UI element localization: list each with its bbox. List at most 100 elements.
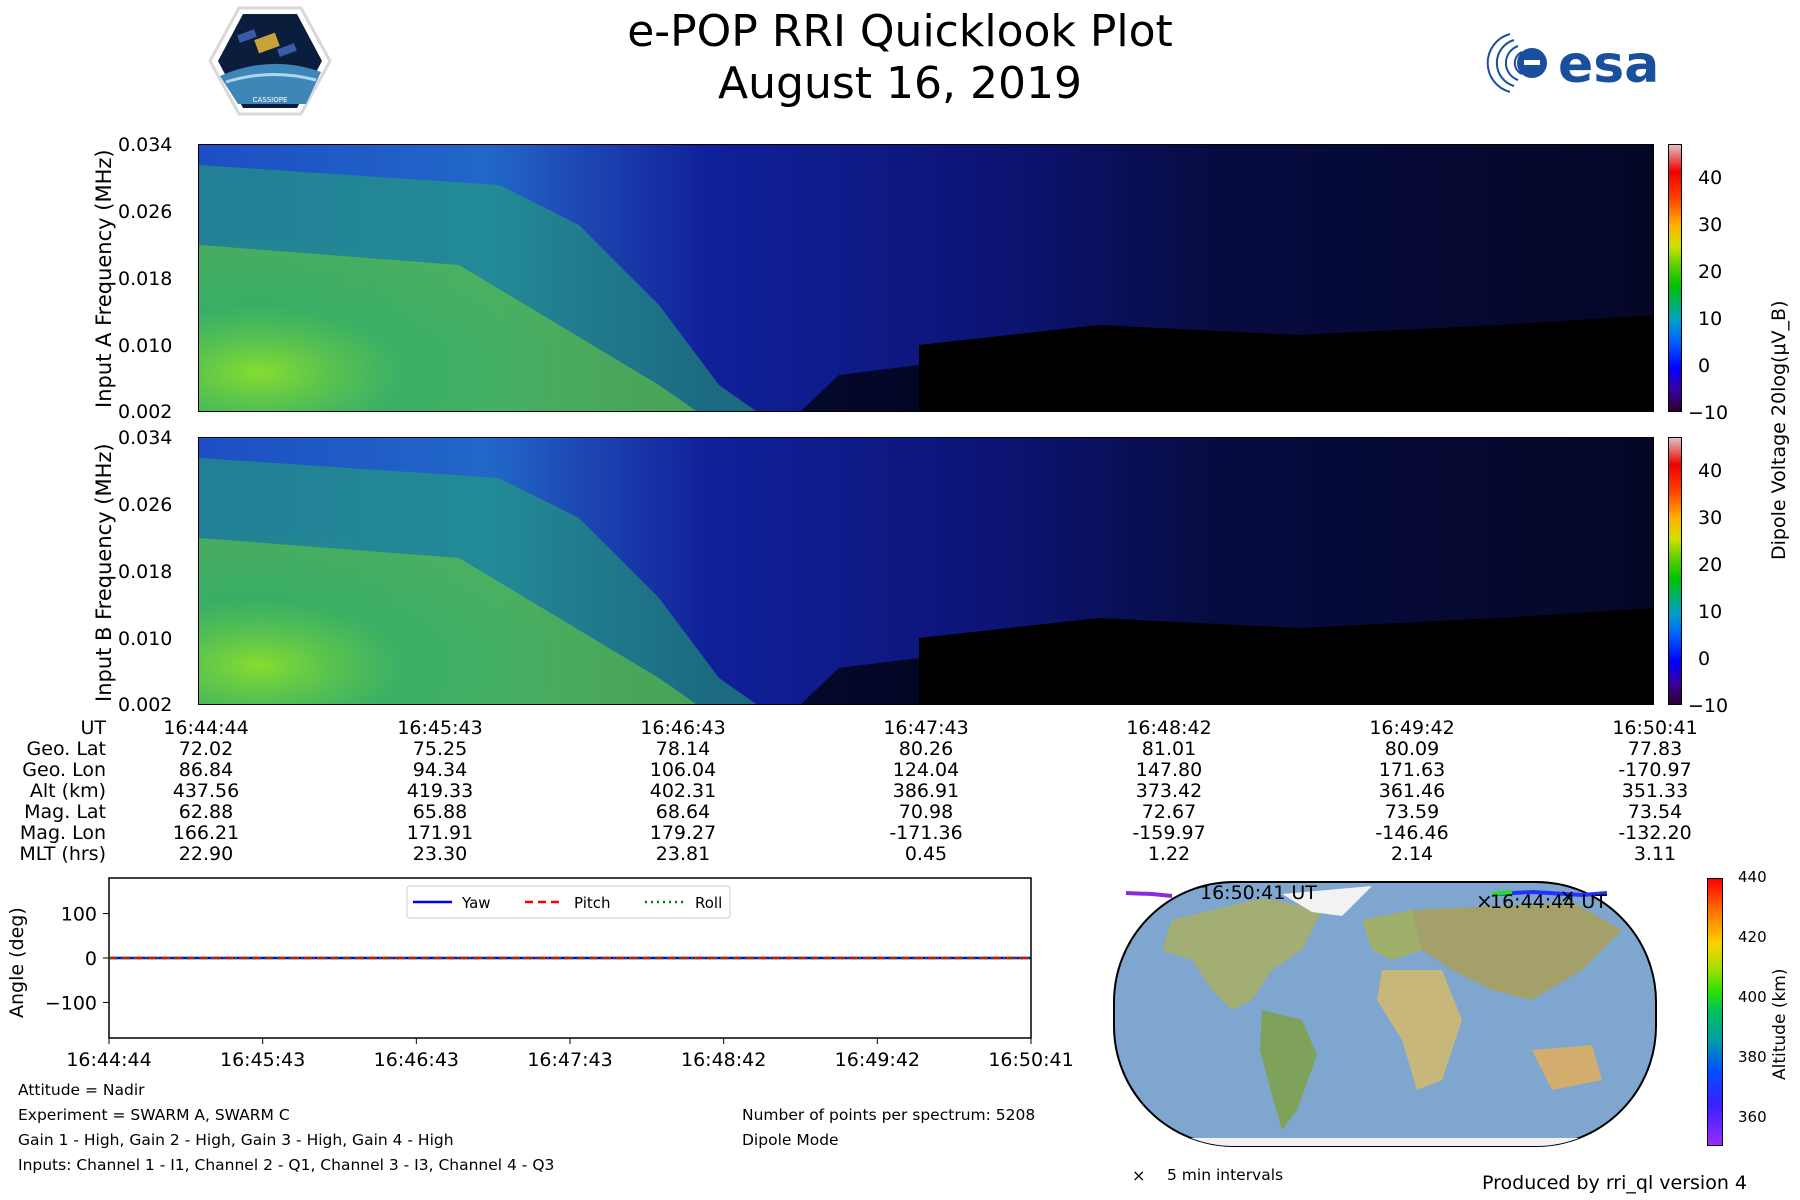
orbit-cell: 81.01 [1141,738,1197,760]
info-mode: Dipole Mode [742,1131,839,1149]
attitude-xtick: 16:47:43 [527,1049,612,1070]
page-date: August 16, 2019 [718,58,1082,109]
world-map: 16:50:41 UT × × 16:44:44 UT [1112,880,1658,1148]
orbit-label-alt: Alt (km) [29,780,106,802]
orbit-cell: 361.46 [1378,780,1446,802]
orbit-label-geo-lat: Geo. Lat [26,738,106,760]
orbit-cell: 16:50:41 [1612,717,1698,739]
attitude-xtick: 16:45:43 [220,1049,305,1070]
spectrogram-a-ylabel: Input A Frequency (MHz) [92,149,116,408]
orbit-cell: 72.02 [178,738,234,760]
orbit-cell: 16:48:42 [1126,717,1212,739]
orbit-column: 16:45:43 75.25 94.34 419.33 65.88 171.91 23.30 [370,718,510,865]
colorbar-b-tick: 40 [1698,460,1723,482]
attitude-legend: Yaw Pitch Roll [406,885,731,919]
info-points: Number of points per spectrum: 5208 [742,1106,1036,1124]
info-experiment: Experiment = SWARM A, SWARM C [18,1106,290,1124]
orbit-column: 16:44:44 72.02 86.84 437.56 62.88 166.21 22.90 [136,718,276,865]
page-title: e-POP RRI Quicklook Plot [627,6,1173,57]
spectrogram-a-ytick: 0.034 [118,134,173,156]
colorbar-label: Dipole Voltage 20log(μV_B) [1768,300,1790,561]
colorbar-a-tick: 20 [1698,261,1723,283]
orbit-cell: 70.98 [898,801,954,823]
cassiope-logo-text: CASSIOPE [253,96,288,104]
altitude-colorbar-label: Altitude (km) [1770,968,1790,1080]
orbit-table-labels: UT Geo. Lat Geo. Lon Alt (km) Mag. Lat M… [0,718,106,865]
orbit-track [1496,889,1608,898]
spectrogram-b [198,437,1654,705]
map-legend: 5 min intervals [1167,1166,1284,1184]
orbit-label-mag-lon: Mag. Lon [19,822,106,844]
orbit-cell: 386.91 [892,780,960,802]
spectrogram-a-ytick: 0.026 [118,201,173,223]
orbit-cell: 23.30 [412,843,468,865]
colorbar-b-tick: 30 [1698,507,1723,529]
attitude-xtick: 16:49:42 [835,1049,920,1070]
attitude-plot: 100 0 −100 16:44:44 16:45:43 16:46:43 16:47:43… [0,870,1090,1071]
info-gain: Gain 1 - High, Gain 2 - High, Gain 3 - H… [18,1131,454,1149]
orbit-cell: 16:45:43 [397,717,483,739]
cassiope-logo: CASSIOPE [208,6,332,116]
altitude-tick: 420 [1738,928,1767,946]
orbit-label-ut: UT [80,717,106,739]
map-legend-marker: × [1132,1166,1146,1185]
spectrogram-b-colorbar [1668,437,1682,705]
orbit-cell: 72.67 [1141,801,1197,823]
orbit-column: 16:47:43 80.26 124.04 386.91 70.98 -171.36 0.4… [856,718,996,865]
orbit-track [1491,890,1513,896]
info-inputs: Inputs: Channel 1 - I1, Channel 2 - Q1, … [18,1156,555,1174]
info-attitude: Attitude = Nadir [18,1081,145,1099]
spectrogram-a-ytick: 0.002 [118,401,173,423]
attitude-xtick: 16:46:43 [374,1049,459,1070]
spectrogram-b-ytick: 0.002 [118,694,173,716]
orbit-cell: 419.33 [406,780,474,802]
orbit-cell: 22.90 [178,843,234,865]
attitude-ylabel: Angle (deg) [6,907,28,1018]
spectrogram-b-ytick: 0.018 [118,561,173,583]
orbit-cell: -132.20 [1618,822,1692,844]
altitude-tick: 400 [1738,988,1767,1006]
orbit-cell: 3.11 [1633,843,1677,865]
esa-logo-text: esa [1558,35,1659,95]
altitude-colorbar [1707,878,1723,1146]
orbit-cell: 179.27 [649,822,717,844]
orbit-cell: 80.09 [1384,738,1440,760]
colorbar-a-tick: −10 [1688,402,1729,424]
orbit-label-mag-lat: Mag. Lat [24,801,106,823]
orbit-cell: 86.84 [178,759,234,781]
orbit-track [1125,891,1173,898]
esa-logo: esa [1474,26,1694,100]
orbit-cell: -159.97 [1132,822,1206,844]
altitude-tick: 440 [1738,868,1767,886]
orbit-cell: 0.45 [904,843,948,865]
colorbar-a-tick: 0 [1698,355,1711,377]
orbit-cell: 62.88 [178,801,234,823]
attitude-ytick: 0 [85,948,97,970]
attitude-ytick: −100 [45,992,97,1014]
spectrogram-a-ytick: 0.018 [118,268,173,290]
orbit-cell: 147.80 [1135,759,1203,781]
orbit-cell: 16:44:44 [163,717,249,739]
colorbar-a-tick: 40 [1698,167,1723,189]
orbit-cell: 16:47:43 [883,717,969,739]
orbit-column: 16:46:43 78.14 106.04 402.31 68.64 179.27 23.8… [613,718,753,865]
orbit-cell: 77.83 [1627,738,1683,760]
orbit-cell: 166.21 [172,822,240,844]
orbit-cell: 78.14 [655,738,711,760]
orbit-cell: -146.46 [1375,822,1449,844]
orbit-cell: 68.64 [655,801,711,823]
attitude-xtick: 16:48:42 [681,1049,766,1070]
orbit-label-mlt: MLT (hrs) [19,843,106,865]
orbit-cell: 65.88 [412,801,468,823]
orbit-cell: 80.26 [898,738,954,760]
orbit-cell: 106.04 [649,759,717,781]
map-land [1162,886,1622,1146]
orbit-cell: 124.04 [892,759,960,781]
colorbar-b-tick: 0 [1698,648,1711,670]
orbit-cell: 2.14 [1390,843,1434,865]
orbit-cell: 171.63 [1378,759,1446,781]
attitude-xtick: 16:44:44 [66,1049,151,1070]
orbit-cell: 16:49:42 [1369,717,1455,739]
colorbar-a-tick: 30 [1698,214,1723,236]
orbit-cell: -171.36 [889,822,963,844]
